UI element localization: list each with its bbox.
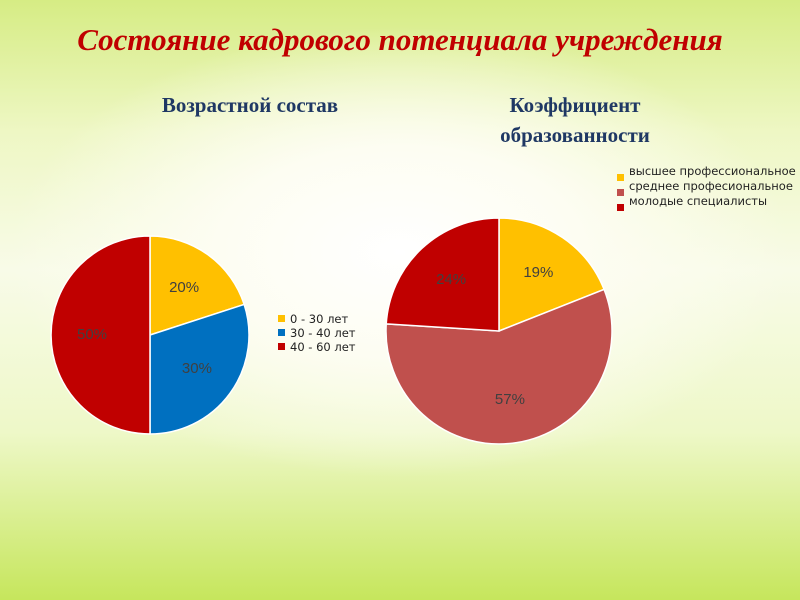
legend-swatch <box>617 189 624 196</box>
legend-item-30-40: 30 - 40 лет <box>278 326 356 340</box>
age-pie-label-2: 50% <box>77 326 107 343</box>
education-pie-chart: 19% 57% 24% <box>385 217 613 445</box>
age-pie-chart: 20% 30% 50% <box>50 235 250 435</box>
legend-item-higher: высшее профессиональное <box>617 164 797 181</box>
education-pie-slice-2 <box>385 217 500 332</box>
age-pie-label-1: 30% <box>182 360 212 377</box>
age-chart-title: Возрастной состав <box>161 93 339 117</box>
legend-swatch <box>278 343 285 350</box>
education-pie-label-1: 57% <box>495 391 525 408</box>
education-pie-slice-0 <box>498 217 606 333</box>
legend-label: 0 - 30 лет <box>290 312 349 326</box>
age-pie-label-0: 20% <box>169 279 199 296</box>
legend-swatch <box>617 204 624 211</box>
slide-title: Состояние кадрового потенциала учреждени… <box>77 22 723 57</box>
age-pie-slice-0 <box>149 235 246 337</box>
legend-item-40-60: 40 - 60 лет <box>278 340 356 354</box>
education-pie-label-0: 19% <box>523 264 553 281</box>
age-pie-slice-1 <box>149 303 250 435</box>
legend-label: молодые специалисты <box>629 194 768 208</box>
age-pie-slice-2 <box>50 235 151 435</box>
legend-label: 30 - 40 лет <box>290 326 356 340</box>
legend-swatch <box>278 329 285 336</box>
legend-label: 40 - 60 лет <box>290 340 356 354</box>
legend-item-secondary: среднее професиональное <box>617 179 797 196</box>
education-chart-title: Коэффициент образованности <box>500 93 650 147</box>
legend-label: высшее профессиональное <box>629 164 796 178</box>
legend-swatch <box>617 174 624 181</box>
legend-label: среднее професиональное <box>629 179 793 193</box>
legend-item-0-30: 0 - 30 лет <box>278 312 356 326</box>
education-pie-label-2: 24% <box>436 271 466 288</box>
age-legend: 0 - 30 лет 30 - 40 лет 40 - 60 лет <box>278 312 356 354</box>
legend-item-young: молодые специалисты <box>617 194 797 211</box>
legend-swatch <box>278 315 285 322</box>
education-legend: высшее профессиональное среднее професио… <box>617 164 797 211</box>
